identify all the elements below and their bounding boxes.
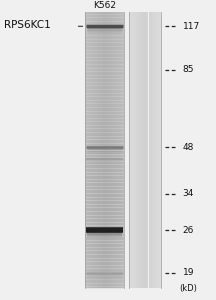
Bar (115, 12, 116, 288)
Bar (138, 12, 139, 288)
Bar (114, 12, 115, 288)
Bar (94, 12, 95, 288)
Bar (91, 12, 92, 288)
Bar (86, 12, 87, 288)
Bar (140, 12, 141, 288)
Bar (134, 12, 135, 288)
Bar (121, 12, 122, 288)
Bar (108, 12, 109, 288)
Bar (131, 12, 132, 288)
Bar (95, 12, 96, 288)
Bar (118, 12, 119, 288)
Bar (102, 12, 103, 288)
Bar (116, 12, 117, 288)
Bar (137, 12, 138, 288)
Bar (112, 12, 113, 288)
Bar (150, 12, 151, 288)
Bar (103, 12, 104, 288)
Bar (93, 12, 94, 288)
Text: 48: 48 (183, 143, 194, 152)
Bar (154, 12, 155, 288)
Bar (111, 12, 112, 288)
Bar (133, 12, 134, 288)
Bar (147, 12, 148, 288)
Bar (155, 12, 156, 288)
Text: 19: 19 (183, 268, 194, 278)
Bar (123, 12, 124, 288)
Bar (158, 12, 159, 288)
Bar (89, 12, 90, 288)
Bar (87, 12, 88, 288)
Bar (88, 12, 89, 288)
Bar (90, 12, 91, 288)
Bar (110, 12, 111, 288)
Bar (160, 12, 161, 288)
Bar (106, 12, 107, 288)
Bar (113, 12, 114, 288)
Bar (99, 12, 100, 288)
Bar (149, 12, 150, 288)
Bar (139, 12, 140, 288)
Bar (129, 12, 130, 288)
Bar (156, 12, 157, 288)
Bar (105, 12, 106, 288)
Bar (107, 12, 108, 288)
Bar (144, 12, 145, 288)
Bar (92, 12, 93, 288)
Text: K562: K562 (93, 2, 116, 10)
Bar (132, 12, 133, 288)
Text: 85: 85 (183, 65, 194, 74)
Bar (141, 12, 142, 288)
Bar (130, 12, 131, 288)
Bar (96, 12, 97, 288)
Bar (117, 12, 118, 288)
Text: RPS6KC1: RPS6KC1 (4, 20, 51, 30)
Bar (101, 12, 102, 288)
Bar (142, 12, 143, 288)
Text: (kD): (kD) (179, 284, 197, 292)
Bar (136, 12, 137, 288)
Text: 34: 34 (183, 190, 194, 199)
Bar (157, 12, 158, 288)
Bar (143, 12, 144, 288)
Bar (122, 12, 123, 288)
Bar (104, 12, 105, 288)
Bar (109, 12, 110, 288)
Bar (153, 12, 154, 288)
Bar (146, 12, 147, 288)
Bar (120, 12, 121, 288)
Bar (98, 12, 99, 288)
Bar (85, 12, 86, 288)
Bar (119, 12, 120, 288)
Bar (152, 12, 153, 288)
Bar (151, 12, 152, 288)
Text: 26: 26 (183, 226, 194, 235)
Bar (97, 12, 98, 288)
Bar (159, 12, 160, 288)
Bar (145, 12, 146, 288)
Text: 117: 117 (183, 22, 200, 31)
Bar (100, 12, 101, 288)
Bar (135, 12, 136, 288)
